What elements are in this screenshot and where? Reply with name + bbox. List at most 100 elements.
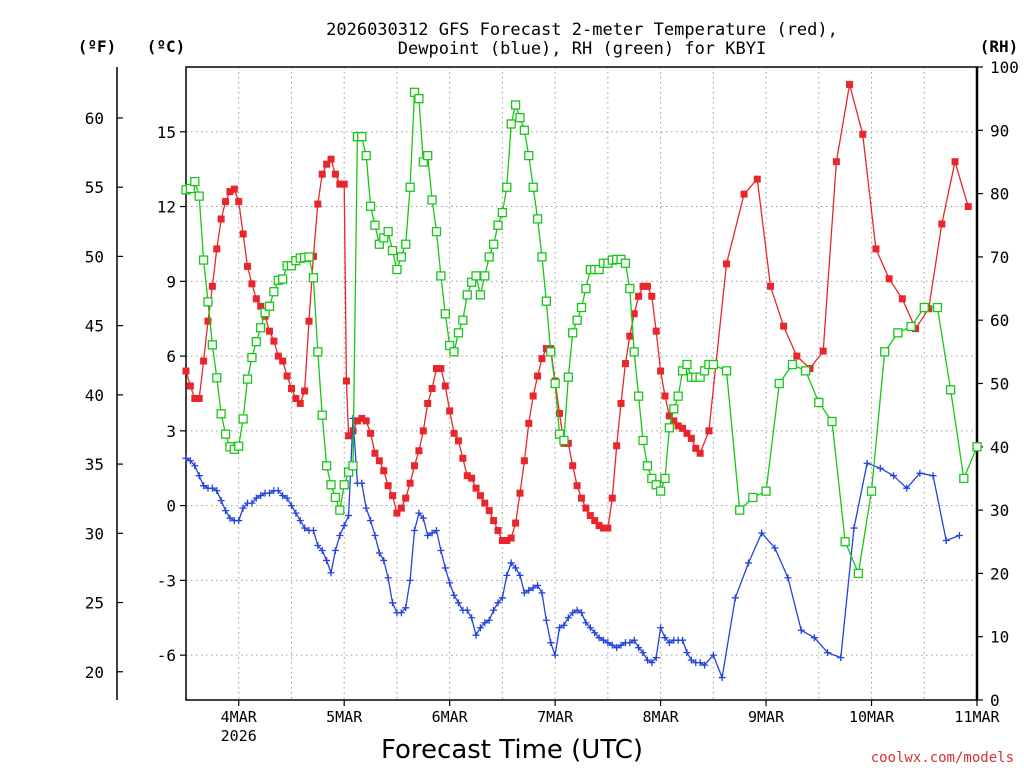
2-meter-temperature-point [740,190,748,198]
rh-point [484,252,494,262]
dewpoint-point [797,626,805,634]
2-meter-temperature-point [683,429,691,437]
rh-point [234,441,244,451]
x-tick-label: 7MAR [537,708,574,726]
dewpoint-point [454,599,462,607]
dewpoint-point [652,654,660,662]
dewpoint-point [520,589,528,597]
rh-series [181,87,982,579]
dewpoint-point [248,499,256,507]
dewpoint-point [389,599,397,607]
2-meter-temperature-point [279,357,287,365]
rh-point [401,239,411,249]
rh-point [581,283,591,294]
fahrenheit-tick-label: 35 [85,455,104,474]
2-meter-temperature-point [340,180,348,188]
2-meter-temperature-point [529,392,537,400]
rh-point [572,315,582,325]
rh-point [207,340,218,350]
rh-point [669,404,679,414]
rh-point [932,302,943,313]
dewpoint-point [916,469,924,477]
celsius-tick-label: 0 [166,497,176,516]
rh-point [721,366,732,376]
rh-point [475,290,486,300]
dewpoint-point [643,656,651,664]
2-meter-temperature-point [472,484,480,492]
rh-point [335,505,345,515]
2-meter-temperature-point [591,517,599,525]
dewpoint-point [850,524,858,532]
rh-tick-label: 0 [990,691,1000,710]
rh-point [326,480,336,490]
2-meter-temperature-point [274,352,282,360]
rh-point [537,252,547,262]
dewpoint-point [287,502,295,510]
rh-point [546,347,556,357]
2-meter-temperature-point [657,367,665,375]
dewpoint-point [222,507,230,515]
dewpoint-point [490,606,498,614]
rh-point [497,207,508,218]
rh-point [449,347,459,357]
2-meter-temperature-point [191,394,199,402]
dewpoint-point [810,634,818,642]
credit-link[interactable]: coolwx.com/models [871,750,1014,766]
rh-point [866,486,877,496]
chart-title-line-1: 2026030312 GFS Forecast 2-meter Temperat… [326,20,838,40]
2-meter-temperature-point [556,409,564,417]
rh-point [216,409,226,419]
celsius-tick-label: 15 [157,123,176,142]
2-meter-temperature-point [753,175,761,183]
dewpoint-point [340,522,348,530]
2-meter-temperature-point [204,317,212,325]
rh-point [660,473,670,484]
dewpoint-point [635,644,643,652]
dewpoint-point [503,571,511,579]
2-meter-temperature-point [859,130,867,138]
rh-point [198,255,209,265]
2-meter-temperature-point [648,292,656,300]
dewpoint-point [384,574,392,582]
2-meter-temperature-point [476,492,484,500]
rh-point [383,226,393,237]
celsius-tick-label: -6 [157,646,176,665]
dewpoint-point [665,639,673,647]
x-tick-label: 6MAR [432,708,469,726]
x-tick-label: 11MAR [954,708,1000,726]
2-meter-temperature-point [516,489,524,497]
dewpoint-point [437,546,445,554]
rh-point [264,301,275,311]
dewpoint-point [402,604,410,612]
x-tick-label: 4MAR [221,708,258,726]
dewpoint-point [428,529,436,537]
2-meter-temperature-point [468,474,476,482]
rh-point [559,435,569,446]
2-meter-temperature-point [723,260,731,268]
rh-point [708,359,718,370]
rh-point [361,150,371,161]
2-meter-temperature-point [819,347,827,355]
2-meter-temperature-point [846,80,854,88]
dewpoint-point [573,606,581,614]
2-meter-temperature-point [450,429,458,437]
2-meter-temperature-point [424,399,432,407]
2-meter-temperature-point [793,352,801,360]
dewpoint-point [450,591,458,599]
dewpoint-point [441,564,449,572]
2-meter-temperature-point [432,365,440,373]
rh-point [339,480,349,490]
dewpoint-point [683,649,691,657]
dewpoint-point [406,576,414,584]
dewpoint-point [367,517,375,525]
dewpoint-point [235,517,243,525]
2-meter-temperature-point [342,377,350,385]
dewpoint-point [463,606,471,614]
rh-point [458,315,468,325]
rh-tick-label: 60 [990,311,1009,330]
2-meter-temperature-point [898,295,906,303]
dewpoint-point [709,651,717,659]
dewpoint-point [375,549,383,557]
rh-point [238,414,248,424]
dewpoint-point [876,464,884,472]
